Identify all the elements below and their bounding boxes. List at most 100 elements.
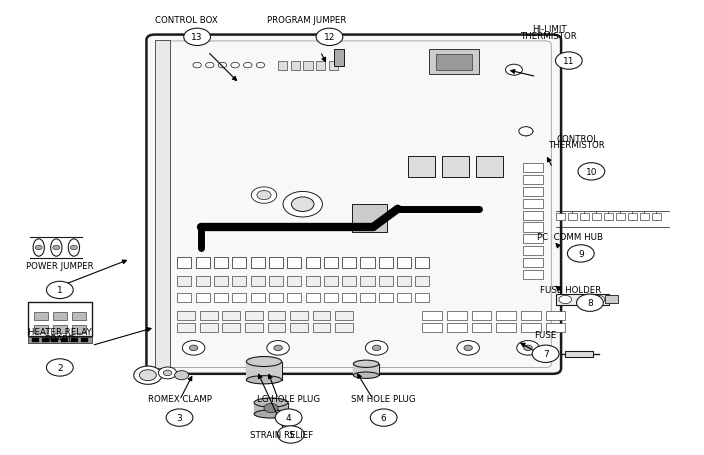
Bar — [245, 323, 263, 332]
Circle shape — [291, 197, 314, 212]
Bar — [287, 293, 301, 303]
Bar — [556, 295, 609, 305]
Bar — [397, 258, 411, 268]
Circle shape — [505, 65, 522, 76]
Circle shape — [189, 345, 198, 351]
Circle shape — [464, 345, 472, 351]
Bar — [196, 293, 210, 303]
Bar — [177, 293, 191, 303]
Bar — [568, 213, 577, 221]
Bar — [415, 258, 429, 268]
Circle shape — [457, 341, 479, 355]
Bar — [523, 176, 543, 185]
Bar — [251, 293, 265, 303]
Bar — [580, 213, 589, 221]
Bar — [342, 293, 356, 303]
Text: PC  COMM HUB: PC COMM HUB — [537, 232, 603, 241]
Circle shape — [365, 341, 388, 355]
Bar — [177, 323, 195, 332]
Circle shape — [267, 341, 289, 355]
Bar — [334, 50, 344, 67]
Bar — [313, 312, 330, 321]
Circle shape — [134, 366, 162, 384]
Bar — [476, 157, 503, 177]
Bar — [521, 323, 541, 332]
Text: CONTROL: CONTROL — [556, 134, 598, 143]
Circle shape — [46, 282, 73, 299]
Bar — [422, 323, 442, 332]
Bar — [342, 277, 356, 287]
Bar — [291, 62, 300, 71]
Circle shape — [163, 370, 172, 376]
Bar — [222, 312, 240, 321]
Text: 12: 12 — [324, 33, 335, 42]
Bar — [214, 293, 228, 303]
Circle shape — [559, 296, 572, 304]
Circle shape — [555, 53, 582, 70]
Bar — [251, 258, 265, 268]
Bar — [51, 338, 58, 343]
Text: 6: 6 — [381, 413, 386, 422]
Bar — [523, 258, 543, 268]
Ellipse shape — [353, 360, 379, 368]
Bar — [342, 258, 356, 268]
Bar — [306, 258, 320, 268]
Bar — [222, 323, 240, 332]
Bar — [72, 312, 86, 320]
Text: STRAIN RELIEF: STRAIN RELIEF — [250, 430, 313, 440]
Bar — [447, 323, 467, 332]
Bar — [415, 277, 429, 287]
Bar — [254, 403, 288, 414]
Bar — [214, 258, 228, 268]
Bar — [605, 296, 618, 303]
Circle shape — [182, 341, 205, 355]
Bar — [278, 62, 287, 71]
Circle shape — [519, 127, 533, 136]
Circle shape — [370, 409, 397, 426]
Bar — [415, 293, 429, 303]
Bar — [379, 293, 393, 303]
Text: 4: 4 — [286, 413, 291, 422]
Circle shape — [53, 246, 60, 250]
Circle shape — [166, 409, 193, 426]
Bar — [521, 312, 541, 321]
Bar — [324, 277, 338, 287]
Bar — [232, 277, 246, 287]
Bar — [523, 235, 543, 244]
Bar — [155, 41, 170, 369]
Circle shape — [372, 345, 381, 351]
Bar — [290, 323, 308, 332]
Bar — [313, 323, 330, 332]
Bar — [53, 325, 67, 333]
Bar — [177, 277, 191, 287]
Bar — [397, 277, 411, 287]
Ellipse shape — [51, 239, 62, 257]
Circle shape — [283, 192, 322, 217]
Bar — [565, 352, 593, 357]
Text: 8: 8 — [587, 298, 593, 308]
Bar — [329, 62, 338, 71]
Bar — [335, 323, 353, 332]
Bar — [34, 325, 48, 333]
Bar — [232, 258, 246, 268]
Bar — [287, 258, 301, 268]
Bar — [28, 338, 92, 344]
Text: 2: 2 — [57, 363, 63, 372]
Bar — [523, 270, 543, 279]
Ellipse shape — [254, 398, 288, 407]
Bar — [290, 312, 308, 321]
Bar — [28, 303, 92, 337]
Circle shape — [139, 370, 156, 381]
Text: SM HOLE PLUG: SM HOLE PLUG — [351, 394, 416, 403]
Circle shape — [257, 191, 271, 200]
Ellipse shape — [68, 239, 80, 257]
Bar — [422, 312, 442, 321]
Bar — [523, 164, 543, 173]
Bar — [196, 258, 210, 268]
Circle shape — [578, 163, 605, 181]
Text: 10: 10 — [586, 167, 597, 177]
Bar — [269, 277, 283, 287]
Circle shape — [532, 345, 559, 363]
Circle shape — [577, 294, 603, 312]
Bar — [177, 258, 191, 268]
